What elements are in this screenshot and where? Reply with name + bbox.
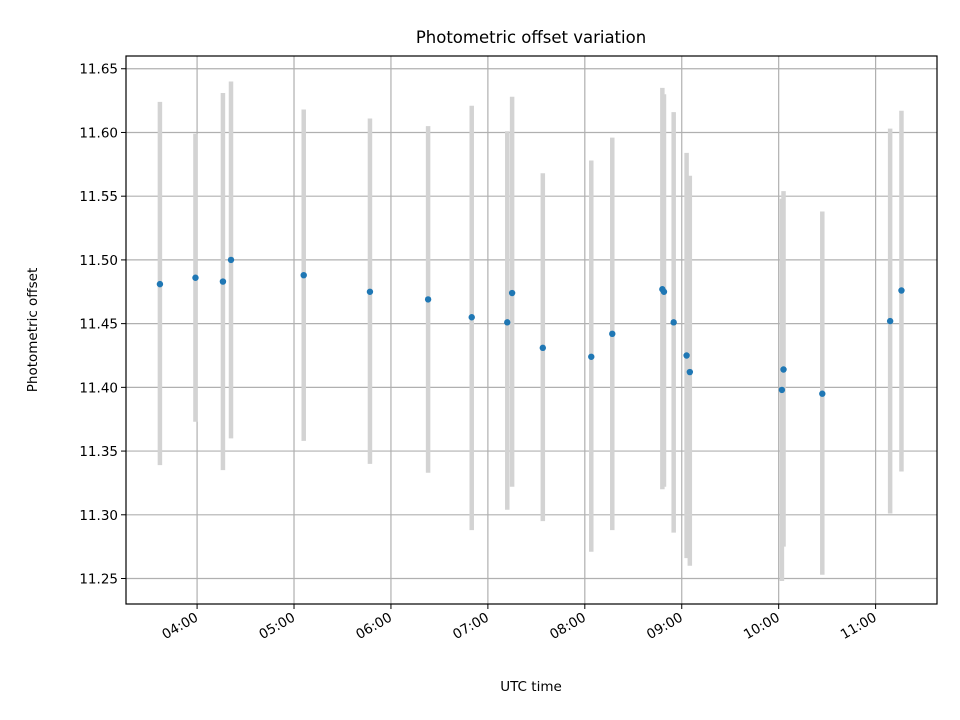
- y-tick-label: 11.60: [79, 125, 118, 141]
- data-point: [886, 317, 894, 325]
- y-tick-label: 11.40: [79, 380, 118, 396]
- data-point: [660, 288, 668, 295]
- x-tick-label: 09:00: [644, 610, 686, 643]
- data-point: [508, 289, 516, 297]
- data-point: [192, 274, 199, 281]
- axis-ticks: 04:00 05:00 06:00 07:00 08:00 09:00 10:00 11:00…: [79, 62, 879, 643]
- data-point: [588, 353, 595, 360]
- data-point: [300, 272, 307, 279]
- y-tick-label: 11.65: [79, 62, 118, 78]
- y-axis-label: Photometric offset: [25, 268, 41, 392]
- data-point: [504, 319, 511, 326]
- x-tick-label: 10:00: [741, 610, 783, 643]
- data-point: [227, 256, 235, 264]
- x-axis-label: UTC time: [500, 679, 562, 695]
- x-tick-label: 11:00: [838, 610, 880, 643]
- x-tick-label: 06:00: [353, 610, 395, 643]
- data-point: [468, 314, 475, 321]
- y-tick-label: 11.55: [79, 189, 118, 205]
- data-point: [670, 319, 677, 326]
- y-tick-label: 11.45: [79, 317, 118, 333]
- data-point: [778, 386, 786, 394]
- data-point: [686, 368, 694, 376]
- x-tick-label: 04:00: [159, 610, 201, 643]
- data-point: [219, 278, 227, 285]
- data-point: [609, 330, 616, 338]
- y-tick-label: 11.50: [79, 253, 118, 269]
- plot-frame: [125, 55, 938, 605]
- x-tick-label: 08:00: [547, 610, 589, 643]
- data-point: [819, 390, 826, 397]
- grid: [126, 56, 937, 604]
- data-point: [156, 280, 164, 288]
- x-tick-label: 05:00: [256, 610, 298, 643]
- data-point: [780, 366, 787, 373]
- data-point: [898, 287, 905, 294]
- x-tick-label: 07:00: [450, 610, 492, 643]
- data-points: [156, 256, 905, 397]
- y-tick-label: 11.25: [79, 572, 118, 588]
- error-bars: [157, 81, 904, 582]
- data-point: [424, 296, 432, 303]
- y-tick-label: 11.35: [79, 444, 118, 460]
- data-point: [539, 344, 547, 352]
- y-tick-label: 11.30: [79, 508, 118, 524]
- data-point: [683, 352, 690, 359]
- chart-title: Photometric offset variation: [416, 28, 646, 47]
- data-point: [366, 288, 374, 295]
